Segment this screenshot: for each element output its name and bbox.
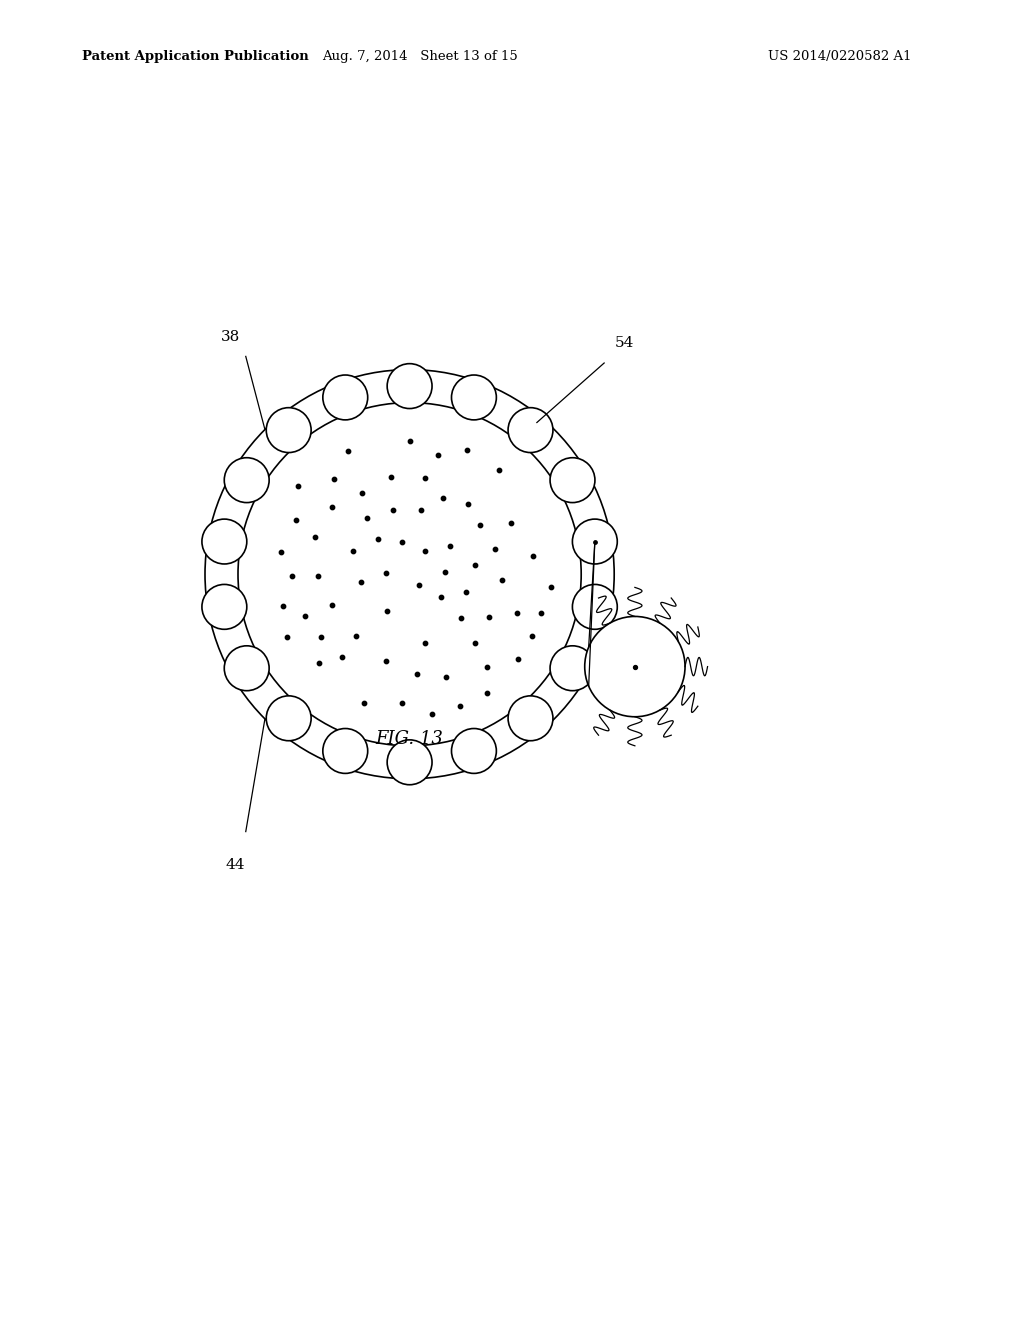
Point [379,601,395,622]
Point [409,664,425,685]
Point [284,565,300,586]
Point [417,467,433,488]
Point [311,652,328,673]
Point [437,667,454,688]
Point [480,606,497,627]
Point [345,540,361,561]
Point [358,507,375,528]
Point [324,595,340,616]
Ellipse shape [202,519,247,564]
Point [340,440,356,461]
Ellipse shape [572,519,617,564]
Ellipse shape [452,375,497,420]
Point [394,692,411,713]
Point [412,574,428,595]
Point [524,545,541,566]
Point [543,576,559,597]
Ellipse shape [387,739,432,784]
Point [290,475,306,496]
Point [384,499,400,520]
Point [297,606,313,627]
Text: 54: 54 [615,337,634,350]
Ellipse shape [202,585,247,630]
Point [353,483,370,504]
Point [459,440,475,461]
Point [288,510,304,531]
Point [433,586,450,607]
Point [413,500,429,521]
Ellipse shape [452,729,497,774]
Point [467,554,483,576]
Point [274,595,291,616]
Point [417,540,433,561]
Ellipse shape [508,408,553,453]
Point [430,445,446,466]
Point [627,656,643,677]
Ellipse shape [550,645,595,690]
Text: 38: 38 [221,330,240,343]
Point [306,527,323,548]
Ellipse shape [224,645,269,690]
Ellipse shape [323,375,368,420]
Point [434,487,451,508]
Point [534,603,550,624]
Point [370,528,386,549]
Point [458,582,474,603]
Point [510,648,526,669]
Point [417,632,433,653]
Point [402,430,419,451]
Point [490,459,507,480]
Point [378,651,394,672]
Point [310,565,327,586]
Text: FIG. 13: FIG. 13 [376,730,443,748]
Point [394,532,411,553]
Point [436,561,453,582]
Ellipse shape [572,585,617,630]
Point [508,602,524,623]
Ellipse shape [550,458,595,503]
Point [467,632,483,653]
Point [454,607,470,628]
Point [587,531,603,552]
Point [504,512,520,533]
Point [486,539,503,560]
Ellipse shape [266,408,311,453]
Ellipse shape [508,696,553,741]
Point [334,647,350,668]
Point [452,696,468,717]
Point [313,627,330,648]
Point [494,569,510,590]
Point [383,467,399,488]
Point [348,626,365,647]
Point [324,496,340,517]
Text: Patent Application Publication: Patent Application Publication [82,50,308,63]
Ellipse shape [266,696,311,741]
Text: 44: 44 [225,858,246,871]
Text: US 2014/0220582 A1: US 2014/0220582 A1 [768,50,911,63]
Ellipse shape [585,616,685,717]
Point [273,541,290,562]
Ellipse shape [323,729,368,774]
Point [378,562,394,583]
Point [353,572,370,593]
Point [424,704,440,725]
Point [479,682,496,704]
Point [478,656,495,677]
Point [441,536,458,557]
Text: Aug. 7, 2014   Sheet 13 of 15: Aug. 7, 2014 Sheet 13 of 15 [322,50,518,63]
Point [460,494,476,515]
Point [280,627,296,648]
Point [356,693,373,714]
Point [472,515,488,536]
Point [523,626,540,647]
Ellipse shape [224,458,269,503]
Point [326,469,342,490]
Ellipse shape [387,363,432,409]
